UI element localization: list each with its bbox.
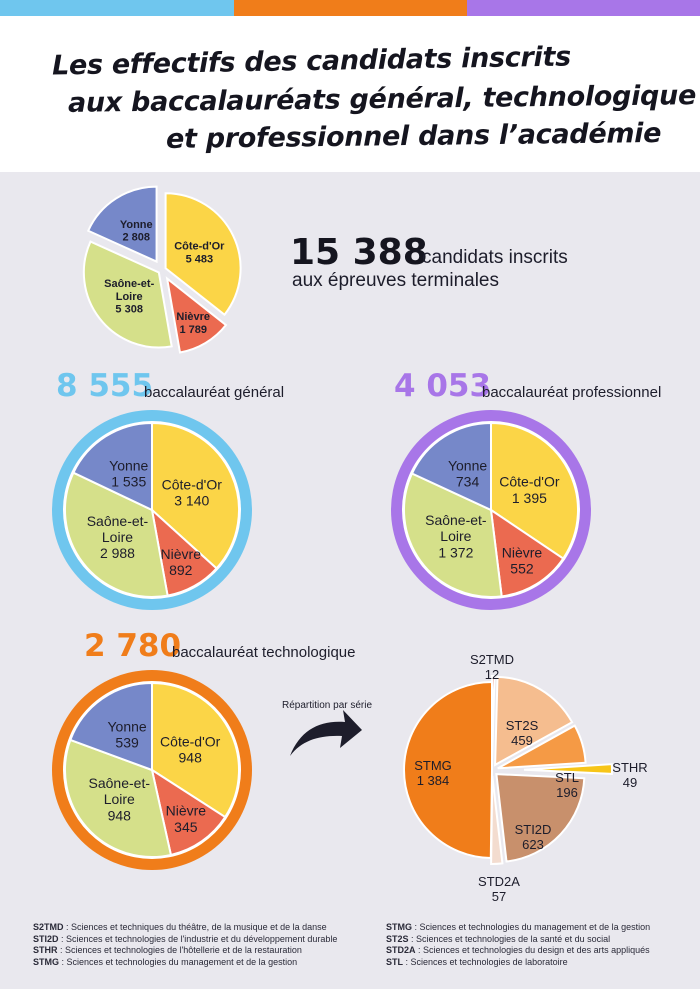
legend-left-item: STHR : Sciences et technologies de l'hôt… xyxy=(33,945,337,957)
cote-dor-label: Côte-d'Or 1 395 xyxy=(499,474,560,506)
general-value: 8 555 xyxy=(56,368,154,404)
top-bar-orange xyxy=(234,0,467,16)
sthr-slice xyxy=(523,763,613,775)
top-bar-purple xyxy=(467,0,700,16)
pro-label: baccalauréat professionnel xyxy=(482,384,662,401)
legend-right: STMG : Sciences et technologies du manag… xyxy=(386,922,650,968)
cote-dor-slice xyxy=(151,421,240,570)
legend-text: : Sciences et technologies de l'hôteller… xyxy=(57,945,302,955)
st2s-slice xyxy=(494,675,574,767)
yonne-label: Yonne 2 808 xyxy=(120,219,153,244)
legend-text: : Sciences et technologies du design et … xyxy=(415,945,650,955)
stmg-slice xyxy=(402,680,493,860)
nievre-label: Nièvre 552 xyxy=(502,545,543,577)
yonne-slice xyxy=(410,421,492,512)
nievre-slice xyxy=(150,767,227,857)
legend-right-item: STD2A : Sciences et technologies du desi… xyxy=(386,945,650,957)
stl-slice xyxy=(497,724,587,770)
legend-abbr: STMG xyxy=(33,956,59,967)
legend-right-item: STMG : Sciences et technologies du manag… xyxy=(386,922,650,934)
saone-et-loire-label: Saône-et-Loire 5 308 xyxy=(104,278,154,315)
std2a-slice xyxy=(490,775,504,865)
yonne-label: Yonne 1 535 xyxy=(109,457,148,489)
yonne-slice xyxy=(69,681,153,772)
legend-abbr: S2TMD xyxy=(33,922,64,932)
legend-abbr: STI2D xyxy=(33,933,59,944)
legend-text: : Sciences et technologies de laboratoir… xyxy=(403,956,568,967)
pro-value: 4 053 xyxy=(394,368,492,404)
yonne-slice xyxy=(86,185,158,264)
stl-label: STL 196 xyxy=(555,770,579,800)
nievre-slice xyxy=(165,276,228,354)
nievre-label: Nièvre 892 xyxy=(161,546,202,578)
legend-text: : Sciences et technologies du management… xyxy=(412,922,651,932)
cote-dor-slice xyxy=(164,192,242,317)
legend-text: : Sciences et technologies du management… xyxy=(59,956,298,967)
yonne-slice xyxy=(72,421,153,512)
sthr-label: STHR 49 xyxy=(612,760,647,790)
saone-et-loire-slice xyxy=(82,240,173,349)
legend-abbr: STL xyxy=(386,956,403,967)
curved-arrow-icon xyxy=(290,710,362,756)
total-value: 15 388 xyxy=(290,232,428,273)
techno-value: 2 780 xyxy=(84,628,182,664)
top-bar-blue xyxy=(0,0,234,16)
legend-right-item: STL : Sciences et technologies de labora… xyxy=(386,957,650,969)
saone-et-loire-slice xyxy=(64,471,169,598)
legend-abbr: STHR xyxy=(33,945,58,955)
top-color-bar xyxy=(0,0,700,16)
nievre-slice xyxy=(489,507,565,598)
st2s-label: ST2S 459 xyxy=(506,718,539,748)
sti2d-slice xyxy=(495,773,586,863)
legend-abbr: STMG xyxy=(386,922,412,932)
legend-left-item: S2TMD : Sciences et techniques du théâtr… xyxy=(33,922,337,934)
techno-label: baccalauréat technologique xyxy=(172,644,356,661)
saone-et-loire-label: Saône-et-Loire 1 372 xyxy=(425,512,487,560)
legend-left-item: STI2D : Sciences et technologies de l'in… xyxy=(33,934,337,946)
legend-abbr: ST2S xyxy=(386,933,409,944)
legend-text: : Sciences et techniques du théâtre, de … xyxy=(63,922,327,932)
legend-left: S2TMD : Sciences et techniques du théâtr… xyxy=(33,922,337,968)
nievre-label: Nièvre 1 789 xyxy=(176,311,210,336)
legend-abbr: STD2A xyxy=(386,945,416,955)
std2a-label: STD2A 57 xyxy=(478,874,520,904)
header: Les effectifs des candidats inscrits aux… xyxy=(0,16,700,172)
s2tmd-label: S2TMD 12 xyxy=(470,652,514,682)
stmg-label: STMG 1 384 xyxy=(414,758,452,788)
saone-et-loire-slice xyxy=(64,738,173,858)
cote-dor-label: Côte-d'Or 948 xyxy=(160,733,221,765)
total-label-1: candidats inscrits xyxy=(422,247,568,268)
general-label: baccalauréat général xyxy=(144,384,285,401)
yonne-label: Yonne 734 xyxy=(448,458,487,490)
legend-text: : Sciences et technologies de l'industri… xyxy=(58,933,338,944)
saone-et-loire-label: Saône-et-Loire 2 988 xyxy=(87,513,149,561)
legend-text: : Sciences et technologies de la santé e… xyxy=(408,933,611,944)
legend-left-item: STMG : Sciences et technologies du manag… xyxy=(33,957,337,969)
cote-dor-slice xyxy=(490,421,579,560)
nievre-label: Nièvre 345 xyxy=(166,803,207,835)
legend-right-item: ST2S : Sciences et technologies de la sa… xyxy=(386,934,650,946)
saone-et-loire-label: Saône-et-Loire 948 xyxy=(89,775,151,823)
total-label-2: aux épreuves terminales xyxy=(292,270,499,291)
cote-dor-label: Côte-d'Or 3 140 xyxy=(162,477,223,509)
yonne-label: Yonne 539 xyxy=(108,719,147,751)
sti2d-label: STI2D 623 xyxy=(515,822,552,852)
cote-dor-label: Côte-d'Or 5 483 xyxy=(174,241,225,266)
distribution-note: Répartition par série xyxy=(282,700,373,711)
